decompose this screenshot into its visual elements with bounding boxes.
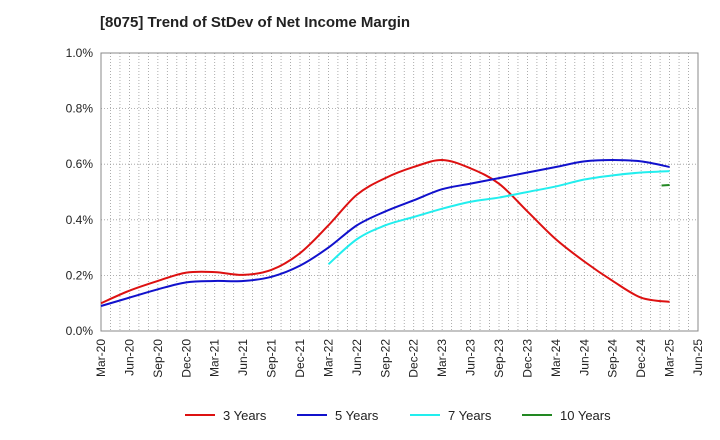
x-tick-label: Mar-21 bbox=[208, 339, 222, 377]
x-tick-label: Mar-23 bbox=[435, 339, 449, 377]
x-tick-label: Jun-23 bbox=[464, 339, 478, 376]
legend-label-5-years: 5 Years bbox=[335, 408, 379, 423]
series-line-5-years bbox=[100, 159, 670, 307]
series-line-7-years bbox=[327, 170, 670, 266]
legend-label-3-years: 3 Years bbox=[223, 408, 267, 423]
x-tick-label: Sep-24 bbox=[606, 339, 620, 378]
x-tick-label: Dec-20 bbox=[179, 339, 193, 378]
series-line-3-years bbox=[100, 159, 670, 305]
x-tick-label: Jun-20 bbox=[122, 339, 136, 376]
x-tick-label: Mar-24 bbox=[549, 339, 563, 377]
legend: 3 Years 5 Years 7 Years 10 Years bbox=[185, 408, 611, 423]
legend-label-10-years: 10 Years bbox=[560, 408, 611, 423]
axes: 0.0% 0.2% 0.4% 0.6% 0.8% 1.0% Mar-20 Jun-20 Sep-… bbox=[66, 46, 705, 378]
x-tick-label: Sep-21 bbox=[265, 339, 279, 378]
x-tick-label: Jun-25 bbox=[691, 339, 705, 376]
y-tick-label: 0.8% bbox=[66, 102, 94, 116]
x-tick-label: Mar-25 bbox=[663, 339, 677, 377]
x-tick-label: Dec-22 bbox=[407, 339, 421, 378]
y-tick-label: 0.0% bbox=[66, 324, 94, 338]
x-tick-label: Jun-24 bbox=[577, 339, 591, 376]
x-tick-label: Sep-23 bbox=[492, 339, 506, 378]
series-group bbox=[100, 159, 670, 307]
x-tick-label: Sep-22 bbox=[378, 339, 392, 378]
x-tick-label: Dec-24 bbox=[634, 339, 648, 378]
y-tick-label: 0.2% bbox=[66, 268, 94, 282]
y-tick-label: 1.0% bbox=[66, 46, 94, 60]
x-tick-label: Sep-20 bbox=[151, 339, 165, 378]
x-tick-label: Jun-22 bbox=[350, 339, 364, 376]
x-tick-label: Dec-23 bbox=[520, 339, 534, 378]
x-tick-label: Dec-21 bbox=[293, 339, 307, 378]
x-tick-label: Jun-21 bbox=[236, 339, 250, 376]
y-tick-label: 0.4% bbox=[66, 213, 94, 227]
legend-label-7-years: 7 Years bbox=[448, 408, 492, 423]
series-line-10-years bbox=[661, 184, 670, 187]
chart-title: [8075] Trend of StDev of Net Income Marg… bbox=[100, 14, 411, 31]
x-tick-label: Mar-20 bbox=[94, 339, 108, 377]
grid bbox=[100, 52, 699, 332]
plot-frame bbox=[100, 52, 699, 332]
y-tick-label: 0.6% bbox=[66, 157, 94, 171]
x-tick-label: Mar-22 bbox=[321, 339, 335, 377]
